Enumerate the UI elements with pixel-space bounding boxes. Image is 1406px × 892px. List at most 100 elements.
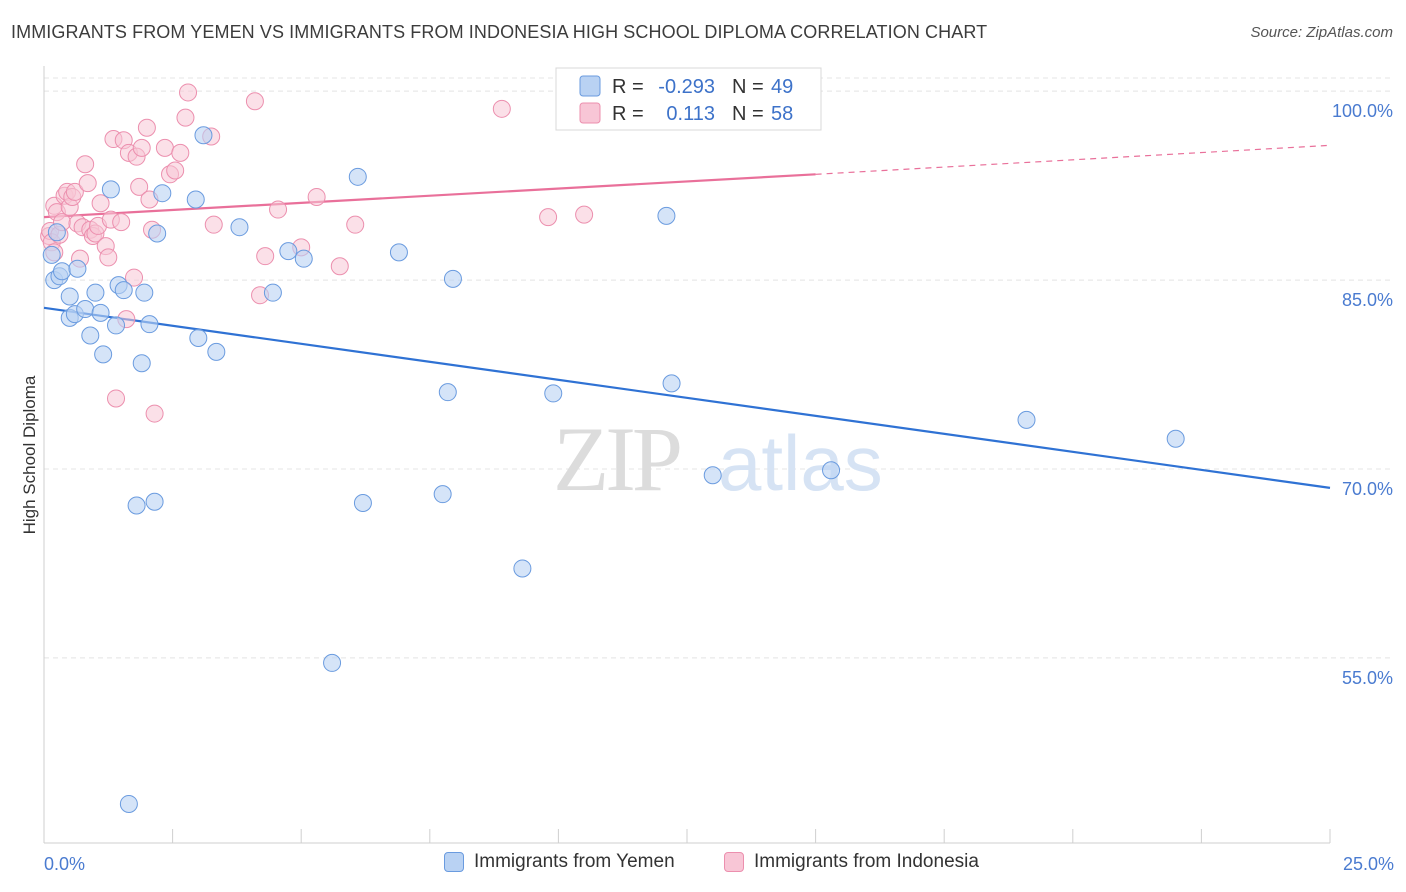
yemen-point xyxy=(1017,410,1036,429)
indonesia-point xyxy=(346,215,365,234)
y-tick-labels: 100.0% 85.0% 70.0% 55.0% xyxy=(1332,101,1393,688)
yemen-point xyxy=(194,126,213,145)
y-tick-label: 100.0% xyxy=(1332,101,1393,121)
indonesia-point xyxy=(575,205,594,224)
indonesia-point xyxy=(492,99,511,118)
y-tick-label: 85.0% xyxy=(1342,290,1393,310)
legend-label-indonesia: Immigrants from Indonesia xyxy=(754,851,979,872)
yemen-point xyxy=(81,326,100,345)
yemen-point xyxy=(657,206,676,225)
legend-n-value-indonesia: 58 xyxy=(771,103,793,125)
indonesia-point xyxy=(125,268,144,287)
indonesia-point xyxy=(330,257,349,276)
yemen-point xyxy=(114,281,133,300)
legend-n-label-yemen: N = xyxy=(732,76,764,98)
legend-swatch-yemen xyxy=(579,75,601,97)
series-legend: Immigrants from Yemen Immigrants from In… xyxy=(0,851,1406,879)
watermark-atlas: atlas xyxy=(718,419,883,507)
trend-line-indonesia xyxy=(43,173,816,219)
yemen-point xyxy=(107,316,126,335)
yemen-point xyxy=(135,283,154,302)
yemen-point xyxy=(662,374,681,393)
legend-swatch-indonesia-bottom xyxy=(724,852,744,872)
legend-r-label-indonesia: R = xyxy=(612,103,644,125)
indonesia-point xyxy=(176,108,195,127)
legend-r-label-yemen: R = xyxy=(612,76,644,98)
yemen-point xyxy=(148,224,167,243)
yemen-point xyxy=(822,461,841,480)
chart-title: IMMIGRANTS FROM YEMEN VS IMMIGRANTS FROM… xyxy=(11,22,988,42)
trend-line-yemen xyxy=(43,306,1331,489)
legend-r-value-yemen: -0.293 xyxy=(658,76,715,98)
y-axis-label: High School Diploma xyxy=(20,375,39,534)
yemen-point xyxy=(60,287,79,306)
yemen-point xyxy=(101,180,120,199)
indonesia-point xyxy=(269,200,288,219)
yemen-point xyxy=(294,249,313,268)
yemen-point xyxy=(263,283,282,302)
yemen-point xyxy=(53,262,72,281)
indonesia-point xyxy=(171,143,190,162)
y-tick-label: 55.0% xyxy=(1342,668,1393,688)
yemen-point xyxy=(279,242,298,261)
source-label: Source: ZipAtlas.com xyxy=(1250,24,1393,41)
indonesia-point xyxy=(130,177,149,196)
indonesia-points xyxy=(40,83,594,423)
indonesia-point xyxy=(155,138,174,157)
yemen-point xyxy=(1166,429,1185,448)
yemen-point xyxy=(140,315,159,334)
yemen-point xyxy=(94,345,113,364)
yemen-point xyxy=(132,354,151,373)
legend-r-value-indonesia: 0.113 xyxy=(666,103,715,125)
yemen-point xyxy=(189,329,208,348)
yemen-point xyxy=(353,493,372,512)
yemen-point xyxy=(433,485,452,504)
indonesia-point xyxy=(204,215,223,234)
yemen-point xyxy=(443,269,462,288)
indonesia-point xyxy=(112,213,131,232)
indonesia-point xyxy=(166,161,185,180)
legend-item-yemen: Immigrants from Yemen xyxy=(444,851,675,873)
indonesia-point xyxy=(307,187,326,206)
indonesia-point xyxy=(245,92,264,111)
yemen-point xyxy=(127,496,146,515)
y-tick-label: 70.0% xyxy=(1342,479,1393,499)
legend-item-indonesia: Immigrants from Indonesia xyxy=(724,851,979,873)
yemen-point xyxy=(230,218,249,237)
yemen-point xyxy=(86,283,105,302)
indonesia-point xyxy=(179,83,198,102)
x-tick-label-min: 0.0% xyxy=(44,854,85,874)
indonesia-point xyxy=(256,247,275,266)
x-tick-label-max: 25.0% xyxy=(1343,854,1394,874)
indonesia-point xyxy=(99,248,118,267)
legend-label-yemen: Immigrants from Yemen xyxy=(474,851,675,872)
indonesia-point xyxy=(91,194,110,213)
indonesia-point xyxy=(137,118,156,137)
trend-line-indonesia-extension xyxy=(815,144,1331,175)
indonesia-point xyxy=(145,404,164,423)
legend-swatch-indonesia xyxy=(579,102,601,124)
yemen-point xyxy=(91,303,110,322)
indonesia-point xyxy=(76,155,95,174)
yemen-point xyxy=(119,794,138,813)
indonesia-point xyxy=(107,389,126,408)
yemen-point xyxy=(207,342,226,361)
watermark-zip: ZIP xyxy=(553,408,680,510)
yemen-point xyxy=(703,466,722,485)
legend-swatch-yemen-bottom xyxy=(444,852,464,872)
yemen-point xyxy=(42,245,61,264)
indonesia-point xyxy=(132,138,151,157)
legend-n-value-yemen: 49 xyxy=(771,76,793,98)
yemen-point xyxy=(544,384,563,403)
yemen-point xyxy=(153,184,172,203)
indonesia-point xyxy=(65,182,84,201)
yemen-point xyxy=(68,259,87,278)
yemen-point xyxy=(348,167,367,186)
yemen-point xyxy=(389,243,408,262)
yemen-point xyxy=(47,223,66,242)
axes xyxy=(43,66,1331,844)
correlation-legend: R = -0.293 N = 49 R = 0.113 N = 58 xyxy=(555,67,822,131)
indonesia-point xyxy=(539,208,558,227)
yemen-points xyxy=(42,126,1185,813)
